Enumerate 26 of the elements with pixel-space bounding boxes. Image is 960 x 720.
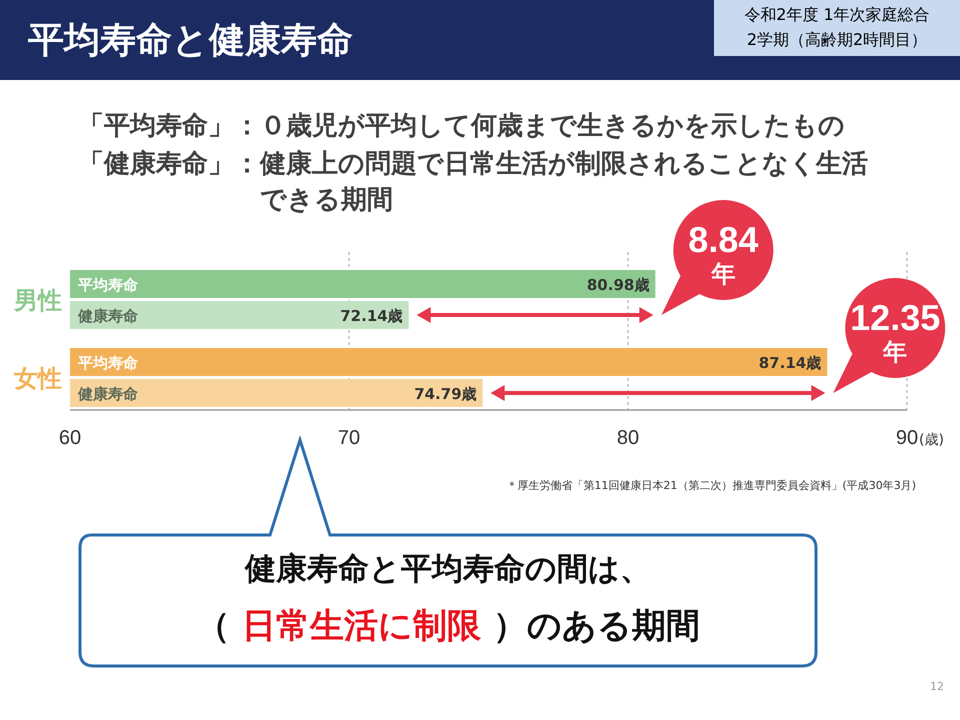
text: （ 日常生活に制限 ）のある期間 (195, 605, 701, 648)
data-label: 80.98歳 (586, 276, 650, 294)
text: 12 (930, 680, 944, 693)
text: 「健康寿命」：健康上の問題で日常生活が制限されることなく生活できる期間 (78, 148, 869, 217)
text: 令和2年度 1年次家庭総合 (744, 5, 930, 24)
series-label: 女性 (13, 364, 62, 392)
x-tick-label: 80 (616, 427, 640, 449)
text: 「平均寿命」：０歳児が平均して何歳まで生きるかを示したもの (78, 110, 846, 143)
x-axis-title: (歳) (919, 432, 944, 448)
text: 健康寿命と平均寿命の間は、 (243, 550, 652, 589)
y-tick-label: 平均寿命 (77, 354, 139, 372)
annotation: 12.35年 (850, 297, 940, 366)
y-tick-label: 健康寿命 (77, 307, 139, 325)
data-label: 72.14歳 (340, 307, 403, 325)
y-tick-label: 平均寿命 (77, 276, 139, 294)
x-tick-label: 60 (58, 427, 82, 449)
data-label: 87.14歳 (758, 354, 822, 372)
annotation: 8.84年 (688, 219, 758, 288)
y-tick-label: 健康寿命 (77, 385, 139, 403)
series-label: 男性 (13, 286, 62, 314)
text: ＊厚生労働省「第11回健康日本21（第二次）推進専門委員会資料」(平成30年3月) (506, 478, 916, 493)
text: 2学期（高齢期2時間目） (746, 30, 928, 49)
x-tick-label: 90 (896, 427, 918, 449)
data-label: 74.79歳 (414, 385, 477, 403)
x-tick-label: 70 (338, 427, 360, 449)
chart-title: 平均寿命と健康寿命 (28, 19, 353, 63)
